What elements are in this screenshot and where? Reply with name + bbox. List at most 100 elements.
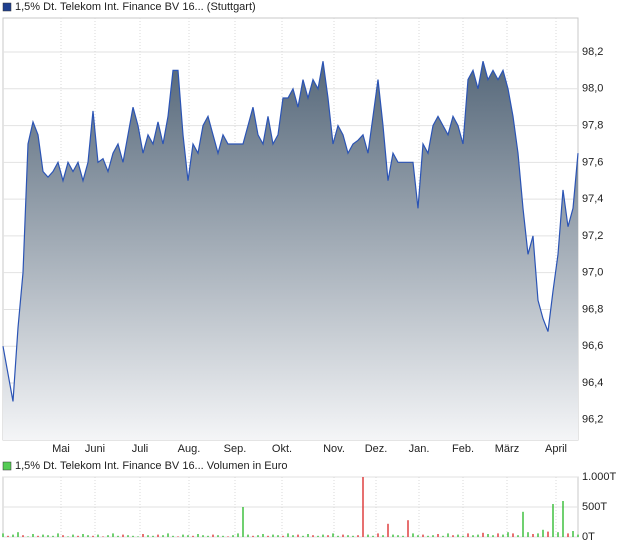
volume-bar bbox=[42, 534, 44, 537]
volume-bar bbox=[177, 536, 179, 537]
volume-bar bbox=[97, 534, 99, 537]
volume-bar bbox=[312, 535, 314, 537]
volume-bar bbox=[372, 535, 374, 537]
volume-bar bbox=[562, 501, 564, 537]
x-tick-label: Feb. bbox=[452, 443, 474, 455]
price-line bbox=[2, 61, 579, 402]
volume-bar bbox=[267, 535, 269, 537]
volume-bar bbox=[572, 531, 574, 537]
volume-bar bbox=[242, 507, 244, 537]
volume-bar bbox=[352, 535, 354, 537]
volume-bar bbox=[292, 535, 294, 537]
y-tick-label: 97,8 bbox=[582, 119, 603, 131]
volume-bar bbox=[337, 535, 339, 537]
volume-bar bbox=[412, 533, 414, 537]
legend-swatch bbox=[2, 2, 12, 12]
volume-bar bbox=[172, 535, 174, 537]
volume-bar bbox=[132, 535, 134, 537]
volume-bar bbox=[192, 535, 194, 537]
volume-bar bbox=[167, 533, 169, 537]
volume-bar bbox=[512, 533, 514, 537]
legend-label: 1,5% Dt. Telekom Int. Finance BV 16... V… bbox=[15, 460, 288, 472]
area-fill bbox=[3, 61, 578, 440]
volume-bar bbox=[522, 511, 524, 537]
x-tick-label: Jan. bbox=[409, 443, 430, 455]
volume-bar bbox=[397, 535, 399, 537]
volume-bar bbox=[12, 534, 14, 537]
volume-bar bbox=[147, 535, 149, 537]
y-tick-label: 97,2 bbox=[582, 230, 603, 242]
volume-bar bbox=[577, 534, 579, 537]
y-tick-label: 500T bbox=[582, 501, 607, 513]
volume-bar bbox=[117, 535, 119, 537]
volume-bar bbox=[187, 535, 189, 537]
volume-bar bbox=[272, 534, 274, 537]
volume-bar bbox=[82, 534, 84, 537]
volume-bar bbox=[107, 535, 109, 537]
volume-bar bbox=[442, 535, 444, 537]
y-tick-label: 97,6 bbox=[582, 156, 603, 168]
volume-bar bbox=[487, 534, 489, 537]
volume-bar bbox=[127, 535, 129, 537]
x-tick-label: Juni bbox=[85, 443, 105, 455]
volume-bar bbox=[347, 535, 349, 537]
volume-bar bbox=[322, 534, 324, 537]
volume-bar bbox=[87, 535, 89, 537]
volume-bar bbox=[482, 532, 484, 537]
volume-bar bbox=[142, 534, 144, 537]
volume-bar bbox=[432, 535, 434, 537]
volume-bar bbox=[152, 535, 154, 537]
x-tick-label: Aug. bbox=[178, 443, 201, 455]
volume-bar bbox=[7, 535, 9, 537]
y-tick-label: 97,4 bbox=[582, 193, 603, 205]
volume-bar bbox=[162, 535, 164, 537]
volume-bar bbox=[2, 533, 4, 537]
volume-bar bbox=[232, 535, 234, 537]
y-tick-label: 96,2 bbox=[582, 414, 603, 426]
volume-bar bbox=[122, 534, 124, 537]
x-tick-label: Juli bbox=[132, 443, 149, 455]
volume-bar bbox=[427, 535, 429, 537]
volume-bar bbox=[342, 534, 344, 537]
volume-bar bbox=[197, 534, 199, 537]
volume-bar bbox=[157, 534, 159, 537]
volume-bar bbox=[297, 534, 299, 537]
volume-bar bbox=[467, 533, 469, 537]
volume-bar bbox=[542, 529, 544, 537]
volume-bar bbox=[252, 535, 254, 537]
volume-bar bbox=[77, 535, 79, 537]
y-tick-label: 97,0 bbox=[582, 267, 603, 279]
x-tick-label: März bbox=[495, 443, 519, 455]
volume-bar bbox=[417, 535, 419, 537]
volume-bar bbox=[492, 535, 494, 537]
volume-bar bbox=[257, 535, 259, 537]
volume-bar bbox=[497, 533, 499, 537]
volume-bar bbox=[567, 533, 569, 537]
x-tick-label: Sep. bbox=[224, 443, 247, 455]
volume-bar bbox=[382, 535, 384, 537]
volume-bar bbox=[537, 533, 539, 537]
volume-bar bbox=[457, 534, 459, 537]
legend-label: 1,5% Dt. Telekom Int. Finance BV 16... (… bbox=[15, 1, 256, 13]
volume-bar bbox=[262, 534, 264, 537]
volume-bar bbox=[437, 534, 439, 537]
volume-bar bbox=[202, 535, 204, 537]
volume-bar bbox=[102, 536, 104, 537]
volume-bar bbox=[527, 532, 529, 537]
volume-bar bbox=[112, 533, 114, 537]
volume-bar bbox=[507, 532, 509, 537]
volume-bar bbox=[52, 535, 54, 537]
volume-bar bbox=[472, 535, 474, 537]
volume-bar bbox=[62, 535, 64, 537]
y-tick-label: 0T bbox=[582, 531, 595, 543]
y-tick-label: 98,2 bbox=[582, 46, 603, 58]
volume-bar bbox=[92, 535, 94, 537]
volume-bar bbox=[422, 534, 424, 537]
volume-bar bbox=[17, 532, 19, 537]
volume-bar bbox=[22, 535, 24, 537]
volume-bar bbox=[282, 535, 284, 537]
y-tick-label: 1.000T bbox=[582, 471, 617, 483]
volume-bar bbox=[477, 534, 479, 537]
